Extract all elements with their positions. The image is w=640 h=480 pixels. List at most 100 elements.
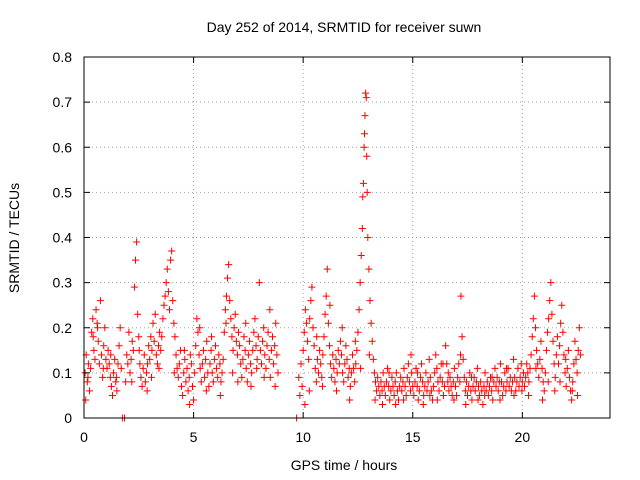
data-point [563, 364, 571, 372]
data-point [347, 369, 355, 377]
data-point [235, 328, 243, 336]
data-point [425, 355, 433, 363]
data-point [571, 337, 579, 345]
data-point [501, 369, 509, 377]
data-point [212, 342, 219, 350]
data-point [132, 256, 140, 264]
data-point [164, 288, 172, 296]
data-point [224, 274, 232, 282]
data-point [471, 387, 479, 395]
data-point [505, 382, 513, 390]
data-point [208, 369, 216, 377]
data-point [467, 373, 475, 381]
data-point [181, 355, 189, 363]
data-point [365, 265, 373, 273]
data-point [531, 324, 539, 332]
data-point [298, 382, 306, 390]
data-point [256, 346, 264, 354]
data-point [369, 355, 377, 363]
data-point [558, 301, 566, 309]
data-point [485, 382, 493, 390]
data-point [165, 306, 173, 314]
data-point [270, 360, 278, 368]
data-point [220, 328, 228, 336]
data-point [548, 310, 556, 318]
data-point [340, 378, 348, 386]
data-point [185, 373, 193, 381]
data-point [129, 346, 137, 354]
data-point [91, 355, 99, 363]
data-point [521, 382, 529, 390]
data-point [311, 364, 319, 372]
data-point [556, 342, 564, 350]
data-point [483, 378, 491, 386]
data-point [271, 342, 279, 350]
data-point [201, 373, 209, 381]
data-point [473, 364, 481, 372]
data-point [420, 391, 428, 399]
data-point [315, 369, 323, 377]
data-point [356, 279, 364, 287]
data-point [147, 333, 155, 341]
data-point [301, 400, 309, 408]
data-point [359, 193, 367, 201]
data-point [330, 364, 338, 372]
data-point [160, 301, 168, 309]
data-point [474, 396, 482, 404]
data-point [186, 400, 194, 408]
data-point [89, 333, 97, 341]
data-point [430, 382, 438, 390]
data-point [545, 315, 553, 323]
data-point [407, 387, 415, 395]
data-point [253, 355, 261, 363]
data-point [560, 351, 568, 359]
data-point [203, 337, 211, 345]
data-point [143, 387, 151, 395]
data-point [378, 387, 386, 395]
data-point [445, 387, 453, 395]
data-point [225, 261, 233, 269]
y-tick-label: 0.1 [53, 365, 73, 381]
data-point [123, 351, 131, 359]
data-point [171, 333, 179, 341]
data-point [153, 360, 161, 368]
data-point [227, 315, 235, 323]
data-point [128, 337, 136, 345]
data-point [477, 378, 485, 386]
data-point [455, 360, 463, 368]
data-point [499, 391, 507, 399]
data-point [112, 378, 120, 386]
data-point [267, 346, 275, 354]
data-point [450, 396, 458, 404]
data-point [261, 351, 269, 359]
data-point [442, 342, 450, 350]
data-point [363, 188, 371, 196]
data-point [218, 369, 226, 377]
data-point [126, 369, 134, 377]
data-point [248, 369, 256, 377]
data-point [253, 364, 261, 372]
data-point [529, 315, 537, 323]
data-point [510, 391, 518, 399]
data-point [182, 378, 190, 386]
data-point [254, 333, 262, 341]
data-point [266, 373, 274, 381]
x-tick-label: 20 [515, 429, 531, 445]
data-point [414, 396, 422, 404]
data-point [357, 364, 365, 372]
data-point [538, 364, 546, 372]
data-point [142, 369, 150, 377]
data-point [102, 355, 110, 363]
data-point [552, 351, 560, 359]
data-point [574, 346, 582, 354]
data-point [213, 364, 221, 372]
y-tick-label: 0 [64, 410, 72, 426]
data-points [81, 89, 584, 422]
data-point [344, 373, 352, 381]
data-point [266, 306, 274, 314]
data-point [111, 355, 119, 363]
grid [84, 57, 610, 418]
data-point [360, 143, 368, 151]
data-point [415, 387, 423, 395]
data-point [295, 373, 303, 381]
